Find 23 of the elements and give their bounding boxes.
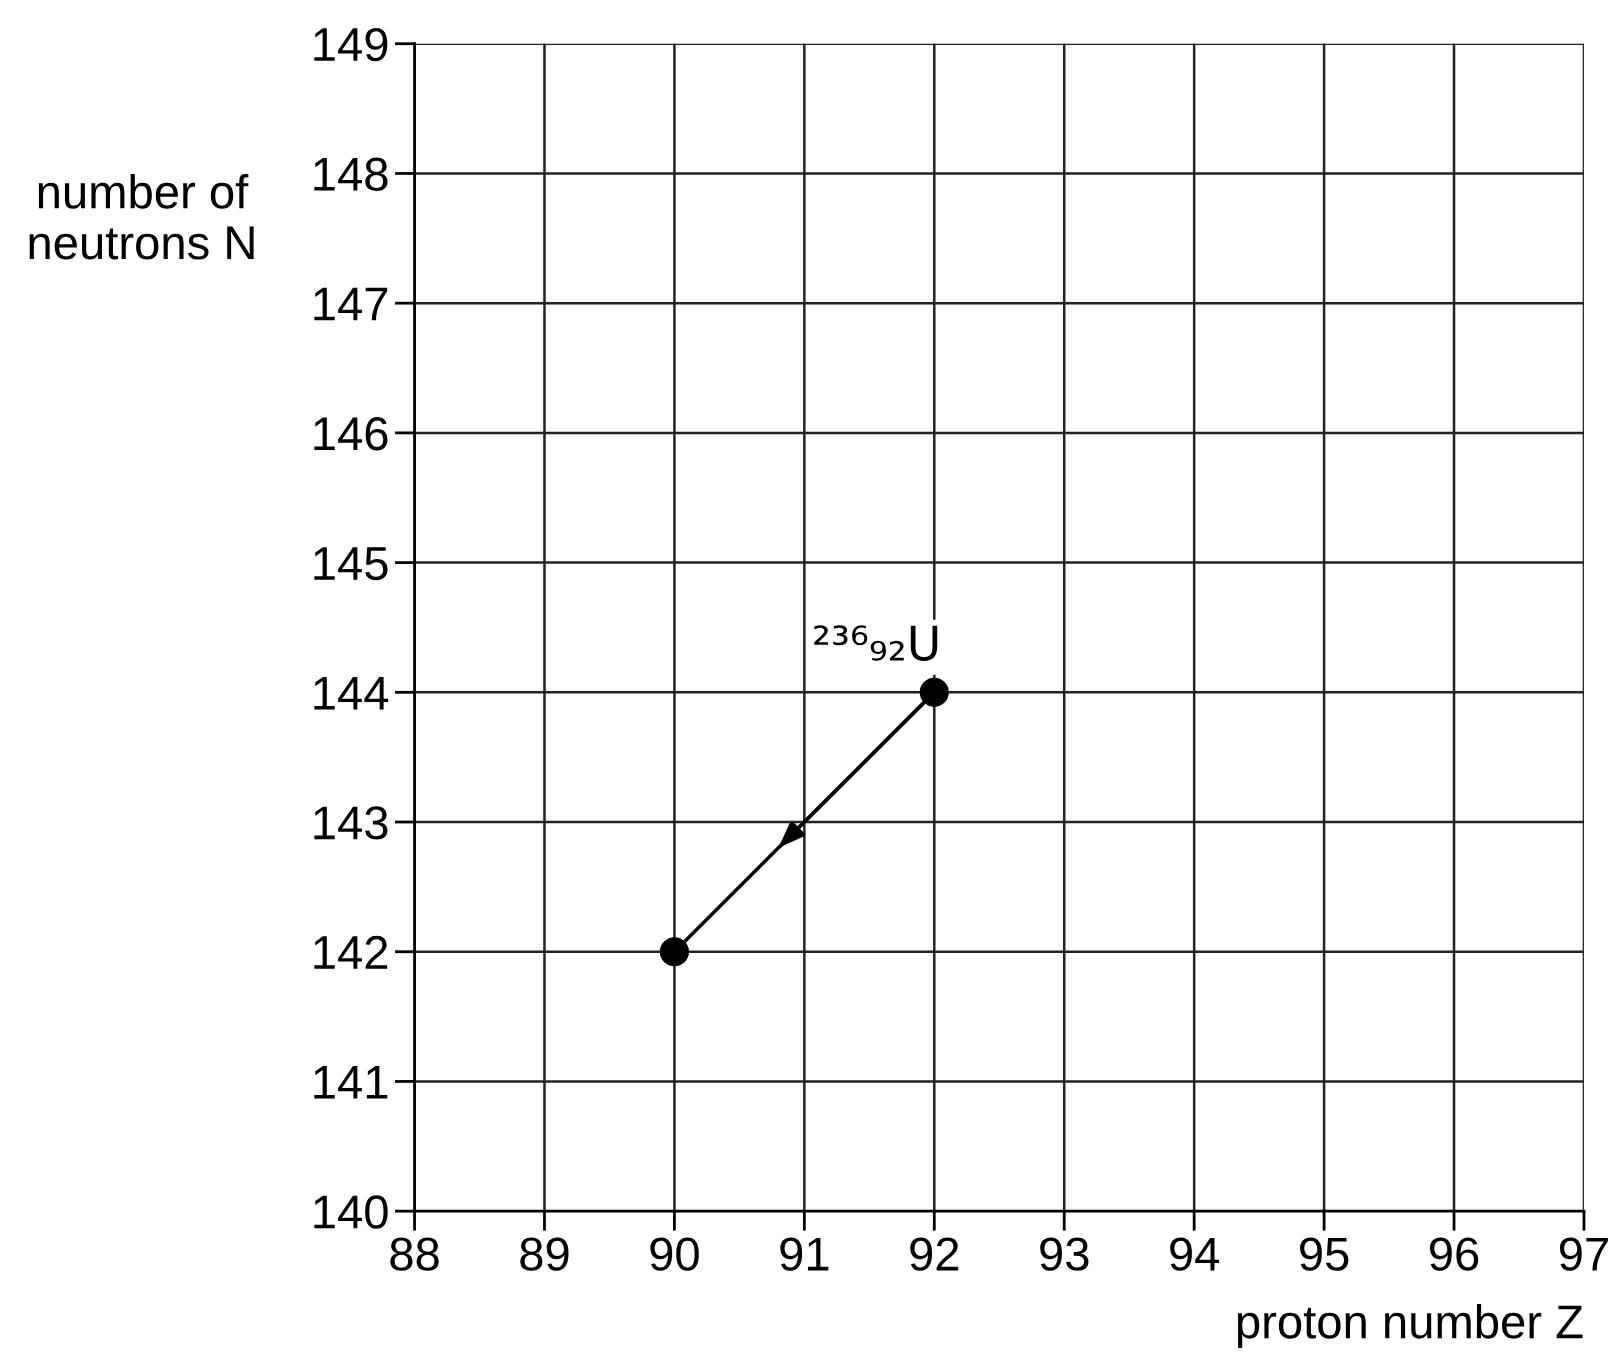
x-axis-title: proton number Z bbox=[1237, 1303, 1583, 1348]
x-tick-label: 89 bbox=[520, 1237, 569, 1271]
y-tick-label: 145 bbox=[314, 547, 388, 581]
y-tick-label: 147 bbox=[314, 287, 388, 321]
y-tick-label: 140 bbox=[314, 1195, 388, 1229]
annotation: ²³⁶₉₂U bbox=[814, 625, 938, 661]
y-tick-label: 144 bbox=[314, 676, 389, 710]
y-tick-label: 142 bbox=[314, 935, 388, 969]
y-tick-label: 148 bbox=[314, 157, 388, 192]
x-tick-label: 91 bbox=[780, 1237, 829, 1271]
y-tick-label: 149 bbox=[314, 27, 388, 62]
y-tick-label: 143 bbox=[314, 806, 388, 840]
y-axis-title: number of neutrons N bbox=[29, 174, 254, 260]
x-tick-label: 88 bbox=[390, 1237, 439, 1271]
x-tick-label: 90 bbox=[650, 1237, 699, 1271]
x-tick-label: 96 bbox=[1429, 1237, 1479, 1271]
y-tick-label: 146 bbox=[314, 417, 388, 451]
y-tick-label: 141 bbox=[314, 1066, 388, 1099]
x-tick-label: 97 bbox=[1559, 1237, 1608, 1271]
x-tick-label: 92 bbox=[910, 1237, 959, 1271]
x-tick-label: 95 bbox=[1300, 1237, 1349, 1271]
x-tick-label: 94 bbox=[1170, 1237, 1220, 1271]
x-tick-label: 93 bbox=[1040, 1237, 1089, 1271]
